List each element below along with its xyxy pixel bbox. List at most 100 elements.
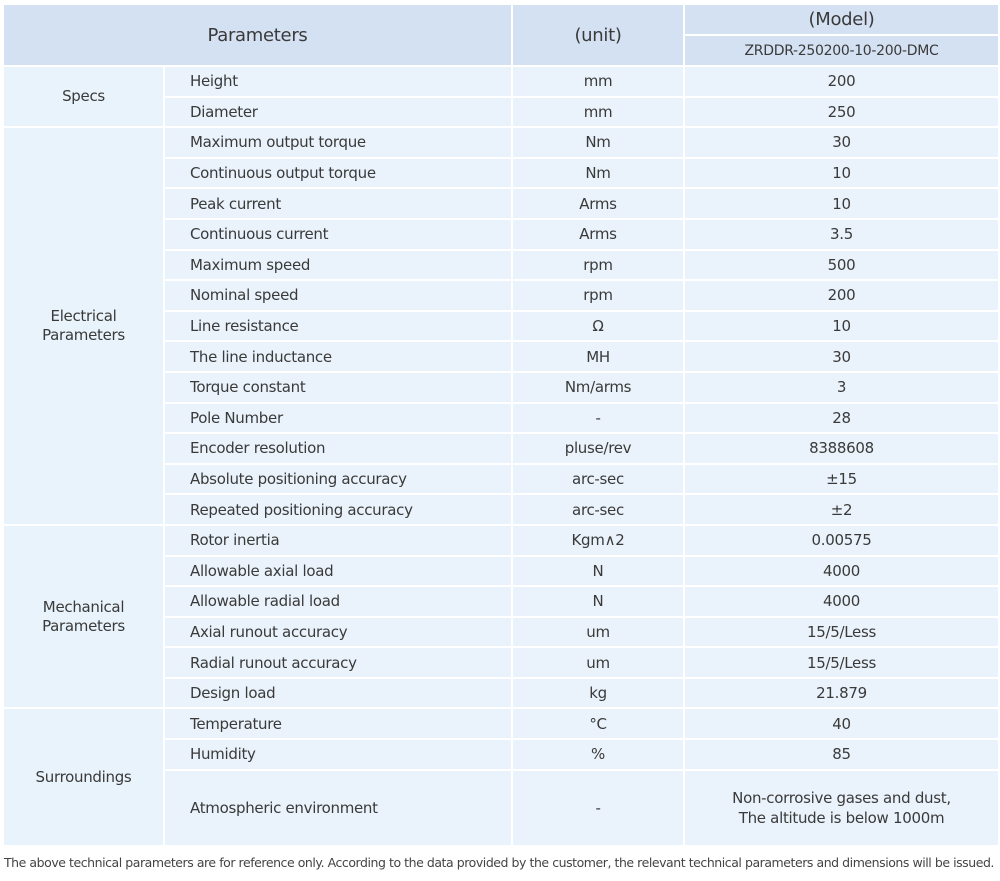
unit-cell: % bbox=[511, 738, 685, 771]
unit-cell: N bbox=[511, 554, 685, 588]
table-row: Absolute positioning accuracy arc-sec ±15 bbox=[3, 462, 1000, 496]
unit-cell: kg bbox=[511, 676, 685, 710]
group-name: Specs bbox=[62, 87, 105, 106]
header-model-title: (Model) bbox=[683, 3, 1000, 36]
value-cell: 40 bbox=[683, 707, 1000, 741]
value-cell: ±2 bbox=[683, 493, 1000, 526]
parameter-cell: Line resistance bbox=[163, 309, 513, 343]
value-cell: 4000 bbox=[683, 585, 1000, 618]
unit-cell: um bbox=[511, 615, 685, 649]
value-cell: 85 bbox=[683, 738, 1000, 771]
value-cell: 200 bbox=[683, 65, 1000, 98]
value-cell: Non-corrosive gases and dust, The altitu… bbox=[683, 768, 1000, 847]
value-cell: 0.00575 bbox=[683, 523, 1000, 557]
parameter-cell: Absolute positioning accuracy bbox=[163, 462, 513, 496]
value-cell: 3 bbox=[683, 370, 1000, 404]
parameter-cell: Continuous output torque bbox=[163, 156, 513, 190]
unit-cell: mm bbox=[511, 95, 685, 129]
parameter-cell: Radial runout accuracy bbox=[163, 646, 513, 679]
parameter-cell: Allowable axial load bbox=[163, 554, 513, 588]
unit-cell: Arms bbox=[511, 217, 685, 251]
table-row: Design load kg 21.879 bbox=[3, 676, 1000, 710]
header-parameters: Parameters bbox=[2, 3, 513, 67]
value-cell: 500 bbox=[683, 248, 1000, 282]
table-row: Allowable radial load N 4000 bbox=[3, 585, 1000, 618]
header-model-name: ZRDDR-250200-10-200-DMC bbox=[683, 34, 1000, 67]
table-row: Maximum speed rpm 500 bbox=[3, 248, 1000, 282]
group-cell: Specs bbox=[2, 64, 165, 129]
parameter-cell: Allowable radial load bbox=[163, 585, 513, 618]
table-row: Electrical Parameters Maximum output torq… bbox=[2, 126, 1000, 526]
unit-cell: - bbox=[511, 768, 685, 847]
table-body: Parameters (unit) (Model) ZRDDR-250200-1… bbox=[2, 3, 1000, 847]
value-cell: 30 bbox=[683, 126, 1000, 159]
table-row: Radial runout accuracy um 15/5/Less bbox=[3, 646, 1000, 679]
table-row: Continuous output torque Nm 10 bbox=[3, 156, 1000, 190]
parameter-cell: Diameter bbox=[163, 95, 513, 129]
value-cell: 250 bbox=[683, 95, 1000, 129]
table-row: Atmospheric environment - Non-corrosive ga… bbox=[3, 768, 1000, 847]
group-cell: Mechanical Parameters bbox=[2, 523, 165, 710]
value-cell: 200 bbox=[683, 279, 1000, 312]
header-unit: (unit) bbox=[511, 3, 685, 67]
spec-table: Parameters (unit) (Model) ZRDDR-250200-1… bbox=[2, 3, 1000, 847]
group-cell: Surroundings bbox=[2, 707, 165, 847]
table-row: Encoder resolution pluse/rev 8388608 bbox=[3, 432, 1000, 465]
parameter-cell: Atmospheric environment bbox=[163, 768, 513, 847]
parameter-cell: Peak current bbox=[163, 187, 513, 220]
table-row: Diameter mm 250 bbox=[3, 95, 1000, 129]
unit-cell: °C bbox=[511, 707, 685, 741]
unit-cell: rpm bbox=[511, 248, 685, 282]
table-row: Nominal speed rpm 200 bbox=[3, 279, 1000, 312]
group-name: Surroundings bbox=[35, 767, 132, 786]
value-cell: 3.5 bbox=[683, 217, 1000, 251]
unit-cell: arc-sec bbox=[511, 462, 685, 496]
unit-cell: Ω bbox=[511, 309, 685, 343]
header-row: ZRDDR-250200-10-200-DMC bbox=[3, 34, 1000, 67]
parameter-cell: Maximum output torque bbox=[163, 126, 513, 159]
value-cell: 30 bbox=[683, 340, 1000, 373]
table-row: Pole Number -28 bbox=[3, 401, 1000, 435]
parameter-cell: Nominal speed bbox=[163, 279, 513, 312]
unit-cell: Nm bbox=[511, 156, 685, 190]
unit-cell: Nm/arms bbox=[511, 370, 685, 404]
group-name: Electrical Parameters bbox=[42, 307, 125, 345]
unit-cell: - bbox=[511, 401, 685, 435]
table-row: Peak current Arms 10 bbox=[3, 187, 1000, 220]
parameter-cell: Rotor inertia bbox=[163, 523, 513, 557]
value-cell: 28 bbox=[683, 401, 1000, 435]
parameter-cell: Repeated positioning accuracy bbox=[163, 493, 513, 526]
group-name: Mechanical Parameters bbox=[42, 597, 125, 635]
table-row: Humidity% 85 bbox=[3, 738, 1000, 771]
parameter-cell: Temperature bbox=[163, 707, 513, 741]
footer-note: The above technical parameters are for r… bbox=[4, 855, 994, 870]
table-row: Allowable axial load N 4000 bbox=[3, 554, 1000, 588]
unit-cell: N bbox=[511, 585, 685, 618]
value-cell: 10 bbox=[683, 156, 1000, 190]
unit-cell: mm bbox=[511, 65, 685, 98]
parameter-cell: Height bbox=[163, 65, 513, 98]
parameter-cell: Axial runout accuracy bbox=[163, 615, 513, 649]
value-cell: 8388608 bbox=[683, 432, 1000, 465]
parameter-cell: Continuous current bbox=[163, 217, 513, 251]
unit-cell: arc-sec bbox=[511, 493, 685, 526]
value-cell: 10 bbox=[683, 187, 1000, 220]
value-cell: 15/5/Less bbox=[683, 646, 1000, 679]
unit-cell: um bbox=[511, 646, 685, 679]
unit-cell: Arms bbox=[511, 187, 685, 220]
parameter-cell: Humidity bbox=[163, 738, 513, 771]
parameter-cell: Torque constant bbox=[163, 370, 513, 404]
value-cell: 4000 bbox=[683, 554, 1000, 588]
value-cell: 10 bbox=[683, 309, 1000, 343]
table-row: Surroundings Temperature °C 40 bbox=[2, 707, 1000, 847]
table-row: Axial runout accuracy um 15/5/Less bbox=[3, 615, 1000, 649]
table-row: Line resistance Ω 10 bbox=[3, 309, 1000, 343]
header-row: Parameters (unit) (Model) bbox=[2, 3, 1000, 67]
unit-cell: rpm bbox=[511, 279, 685, 312]
unit-cell: pluse/rev bbox=[511, 432, 685, 465]
parameter-cell: Design load bbox=[163, 676, 513, 710]
parameter-cell: Pole Number bbox=[163, 401, 513, 435]
table-row: The line inductance MH 30 bbox=[3, 340, 1000, 373]
parameter-cell: Encoder resolution bbox=[163, 432, 513, 465]
